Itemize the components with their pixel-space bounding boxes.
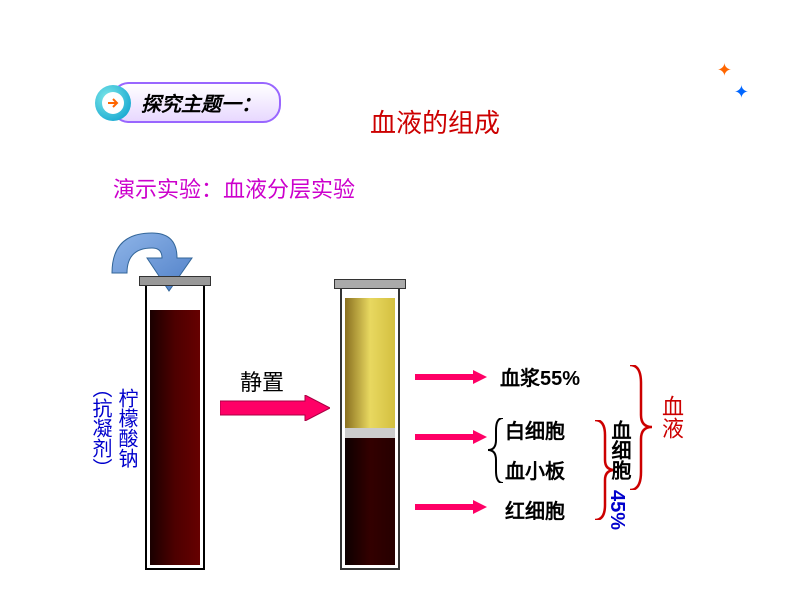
tube-buffy-layer (345, 428, 395, 438)
blood-cell-text: 血细胞 (608, 420, 630, 480)
blood-cell-percent: 45% (605, 490, 628, 530)
buffy-arrow-icon (415, 430, 487, 444)
platelet-label: 血小板 (505, 455, 565, 484)
star-decoration-1: ✦ (717, 60, 732, 81)
plasma-label: 血浆55% (500, 362, 580, 391)
tube-before (145, 280, 205, 570)
static-label: 静置 (240, 365, 284, 397)
topic-badge: 探究主题一： (95, 82, 281, 123)
topic-icon (95, 85, 131, 121)
main-title: 血液的组成 (370, 103, 500, 140)
tube-after (340, 283, 400, 570)
chemical-label: 柠檬酸钠 (112, 388, 141, 468)
star-decoration-2: ✦ (734, 82, 749, 103)
blood-bracket-icon (630, 365, 652, 490)
static-arrow-icon (220, 395, 330, 421)
tube-red-layer (345, 438, 395, 565)
plasma-text: 血浆 (500, 368, 540, 390)
chemical-note-label: （抗凝剂） (86, 378, 115, 478)
blood-label: 血液 (655, 395, 687, 439)
tube-plasma-layer (345, 298, 395, 428)
plasma-percent: 55% (540, 368, 580, 390)
small-bracket-icon (488, 418, 506, 483)
topic-label: 探究主题一： (111, 82, 281, 123)
red-arrow-icon (415, 500, 487, 514)
tube-blood-whole (150, 310, 200, 565)
subtitle: 演示实验：血液分层实验 (113, 172, 355, 204)
plasma-arrow-icon (415, 370, 487, 384)
red-cell-label: 红细胞 (505, 495, 565, 524)
white-cell-label: 白细胞 (505, 415, 565, 444)
arrow-right-icon (106, 96, 120, 110)
